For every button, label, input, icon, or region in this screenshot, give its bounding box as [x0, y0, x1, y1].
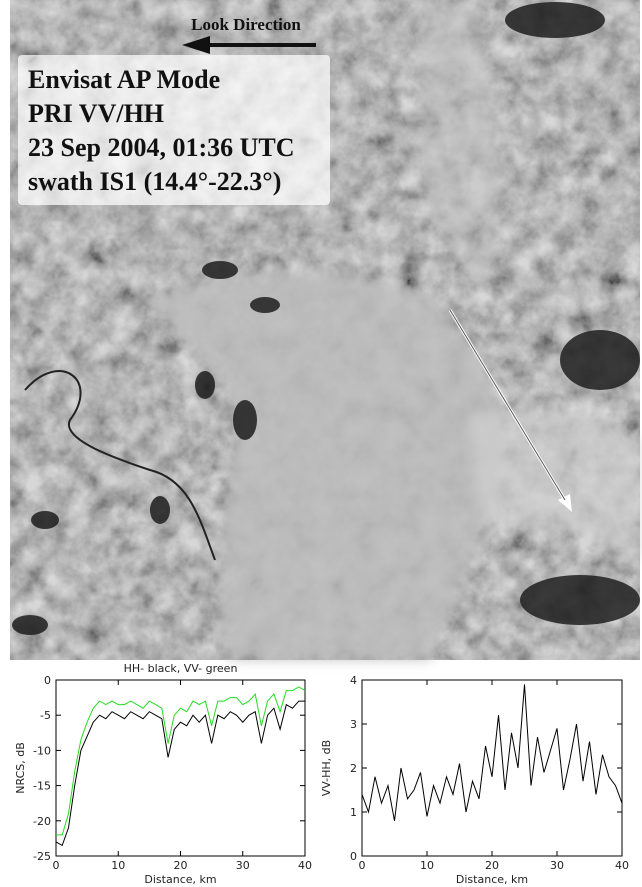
figure: Look Direction Envisat AP Mode PRI VV/HH 2…	[0, 0, 642, 887]
page: Look Direction Envisat AP Mode PRI VV/HH 2…	[0, 0, 642, 887]
y-tick-label: 0	[44, 674, 51, 687]
y-tick-label: 0	[350, 850, 357, 863]
look-direction-label: Look Direction	[191, 15, 301, 34]
x-tick-label: 10	[111, 859, 125, 872]
y-tick-label: 1	[350, 806, 357, 819]
y-tick-label: -15	[33, 780, 51, 793]
y-tick-label: -20	[33, 815, 51, 828]
x-tick-label: 40	[615, 859, 629, 872]
data-line	[56, 687, 305, 835]
chart-title: HH- black, VV- green	[124, 662, 238, 675]
data-line	[362, 684, 622, 820]
y-tick-label: 2	[350, 762, 357, 775]
annotation-line: PRI VV/HH	[28, 99, 164, 128]
x-tick-label: 20	[174, 859, 188, 872]
y-tick-label: -25	[33, 850, 51, 863]
y-axis-label: NRCS, dB	[14, 742, 27, 794]
annotation-line: swath IS1 (14.4°-22.3°)	[28, 167, 281, 196]
x-tick-label: 20	[485, 859, 499, 872]
y-axis-label: VV-HH, dB	[320, 740, 333, 796]
x-tick-label: 10	[420, 859, 434, 872]
annotation-line: 23 Sep 2004, 01:36 UTC	[28, 133, 295, 162]
plot-frame	[56, 680, 305, 856]
y-tick-label: 4	[350, 674, 357, 687]
x-tick-label: 30	[236, 859, 250, 872]
x-axis-label: Distance, km	[144, 873, 216, 886]
data-line	[56, 701, 305, 845]
y-tick-label: 3	[350, 718, 357, 731]
y-tick-label: -5	[40, 709, 51, 722]
x-tick-label: 0	[359, 859, 366, 872]
x-tick-label: 30	[550, 859, 564, 872]
y-tick-label: -10	[33, 744, 51, 757]
x-tick-label: 40	[298, 859, 312, 872]
x-tick-label: 0	[53, 859, 60, 872]
annotation-line: Envisat AP Mode	[28, 65, 220, 94]
x-axis-label: Distance, km	[456, 873, 528, 886]
